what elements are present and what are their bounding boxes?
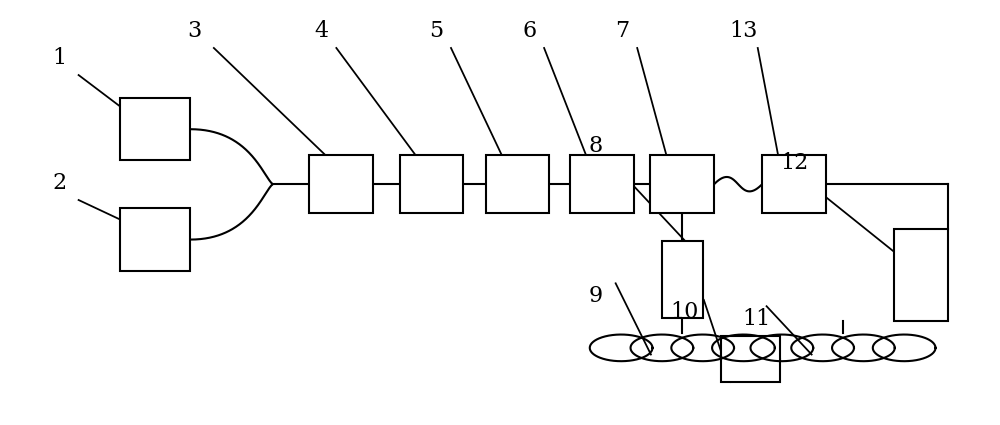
Text: 3: 3 — [187, 20, 201, 42]
Bar — [650, 155, 714, 213]
Bar — [486, 155, 549, 213]
Text: 13: 13 — [729, 20, 757, 42]
Text: 9: 9 — [589, 285, 603, 307]
Bar — [570, 155, 634, 213]
Bar — [721, 336, 780, 382]
Text: 10: 10 — [670, 301, 698, 323]
Bar — [662, 241, 703, 317]
Text: 8: 8 — [589, 135, 603, 157]
Bar — [309, 155, 373, 213]
Text: 6: 6 — [522, 20, 536, 42]
Text: 2: 2 — [52, 173, 66, 194]
Bar — [400, 155, 463, 213]
Text: 5: 5 — [429, 20, 443, 42]
Text: 7: 7 — [615, 20, 630, 42]
Bar — [120, 208, 190, 271]
Bar — [120, 98, 190, 161]
Text: 4: 4 — [315, 20, 329, 42]
Text: 12: 12 — [780, 152, 808, 173]
Text: 11: 11 — [743, 308, 771, 330]
Bar — [762, 155, 826, 213]
Text: 1: 1 — [52, 48, 66, 69]
Bar — [894, 229, 948, 321]
